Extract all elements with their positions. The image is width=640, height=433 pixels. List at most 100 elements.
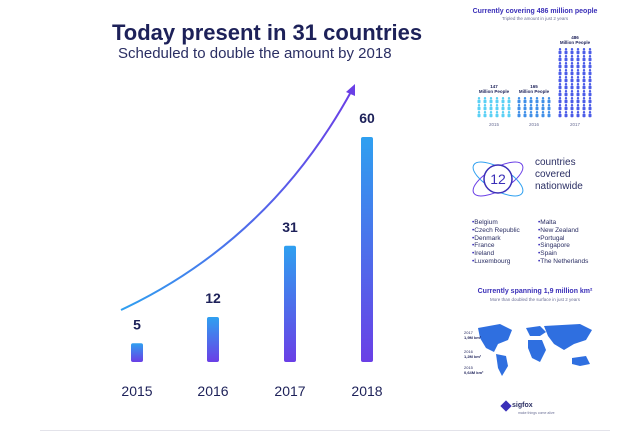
person-icon: [558, 111, 562, 114]
person-icon-body: [535, 99, 539, 104]
person-icon: [582, 111, 586, 114]
person-icon-body: [495, 106, 499, 111]
people-year-label: 2016: [529, 122, 540, 127]
person-icon: [576, 48, 580, 51]
person-icon-body: [570, 106, 574, 111]
person-icon-body: [558, 99, 562, 104]
person-icon: [576, 90, 580, 93]
person-icon-body: [541, 113, 545, 118]
person-icon-body: [576, 99, 580, 104]
people-subtitle: Tripled the amount in just 2 years: [501, 16, 569, 21]
map-area-label: 1,9M km²: [464, 335, 482, 340]
person-icon: [588, 62, 592, 65]
logo-tagline: make things come alive: [518, 411, 555, 415]
person-icon-body: [570, 64, 574, 69]
person-icon: [576, 83, 580, 86]
person-icon: [582, 69, 586, 72]
bar-2018: [361, 137, 373, 362]
person-icon-body: [564, 85, 568, 90]
bar-2016: [207, 317, 219, 362]
x-tick-label: 2018: [351, 383, 382, 399]
person-icon: [477, 111, 481, 114]
person-icon: [564, 111, 568, 114]
person-icon-body: [564, 78, 568, 83]
person-icon: [570, 90, 574, 93]
person-icon-body: [558, 78, 562, 83]
person-icon: [523, 104, 527, 107]
person-icon-body: [535, 113, 539, 118]
person-icon: [582, 55, 586, 58]
person-icon-body: [477, 106, 481, 111]
person-icon: [547, 111, 551, 114]
person-icon-body: [507, 106, 511, 111]
person-icon: [547, 97, 551, 100]
bar-value-label: 5: [133, 316, 141, 332]
people-unit-label: Million People: [519, 89, 550, 94]
person-icon: [523, 97, 527, 100]
person-icon: [576, 76, 580, 79]
countries-badge: 12: [472, 161, 524, 197]
country-item: Luxembourg: [472, 258, 520, 266]
person-icon: [507, 97, 511, 100]
country-item: Belgium: [472, 219, 520, 227]
bar-value-label: 60: [359, 110, 375, 126]
person-icon-body: [495, 113, 499, 118]
person-icon: [541, 104, 545, 107]
person-icon-body: [588, 92, 592, 97]
person-icon: [576, 111, 580, 114]
person-icon: [507, 104, 511, 107]
person-icon-body: [517, 99, 521, 104]
person-icon: [535, 104, 539, 107]
person-icon: [588, 69, 592, 72]
bar-value-label: 31: [282, 219, 298, 235]
person-icon-body: [576, 92, 580, 97]
person-icon-body: [547, 99, 551, 104]
country-item: Spain: [538, 250, 588, 258]
countries-caption-line3: nationwide: [535, 181, 583, 192]
person-icon: [495, 111, 499, 114]
person-icon: [558, 76, 562, 79]
countries-caption-line2: covered: [535, 169, 571, 180]
person-icon: [501, 111, 505, 114]
map-year-label: 2015: [464, 365, 474, 370]
person-icon-body: [576, 57, 580, 62]
person-icon: [564, 97, 568, 100]
person-icon: [529, 97, 533, 100]
person-icon-body: [588, 85, 592, 90]
person-icon: [517, 111, 521, 114]
people-value-label: 486: [571, 35, 579, 40]
bar-value-label: 12: [205, 290, 221, 306]
x-tick-label: 2017: [274, 383, 305, 399]
person-icon-body: [582, 106, 586, 111]
person-icon-body: [570, 85, 574, 90]
person-icon-body: [558, 57, 562, 62]
person-icon: [582, 97, 586, 100]
person-icon-body: [582, 78, 586, 83]
person-icon-body: [582, 57, 586, 62]
person-icon: [541, 97, 545, 100]
person-icon-body: [582, 85, 586, 90]
person-icon: [529, 104, 533, 107]
person-icon: [558, 69, 562, 72]
map-year-label: 2016: [464, 349, 474, 354]
person-icon: [582, 76, 586, 79]
people-unit-label: Million People: [479, 89, 510, 94]
person-icon-body: [564, 50, 568, 55]
person-icon: [570, 48, 574, 51]
person-icon: [501, 104, 505, 107]
person-icon-body: [576, 50, 580, 55]
person-icon-body: [570, 71, 574, 76]
person-icon-body: [576, 85, 580, 90]
person-icon-body: [558, 113, 562, 118]
person-icon-body: [501, 106, 505, 111]
person-icon-body: [558, 71, 562, 76]
person-icon-body: [507, 113, 511, 118]
person-icon: [564, 62, 568, 65]
person-icon: [483, 97, 487, 100]
person-icon: [535, 97, 539, 100]
bottom-divider: [40, 430, 610, 431]
person-icon: [529, 111, 533, 114]
trend-arrow: [120, 89, 353, 311]
person-icon-body: [558, 85, 562, 90]
country-item: Malta: [538, 219, 588, 227]
